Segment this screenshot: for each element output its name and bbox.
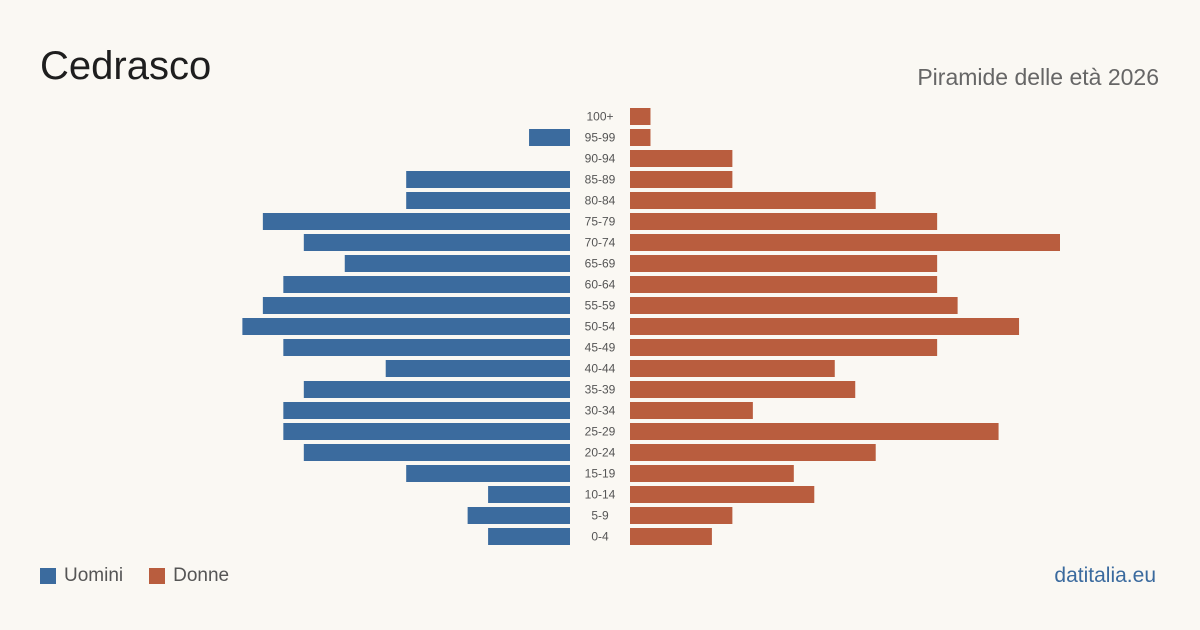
bar-men-85-89 [406, 171, 570, 188]
bar-women-50-54 [630, 318, 1020, 335]
bar-women-5-9 [630, 507, 733, 524]
bar-men-80-84 [406, 192, 570, 209]
age-label-90-94: 90-94 [585, 152, 616, 166]
bar-men-0-4 [488, 528, 570, 545]
legend-swatch-women [149, 568, 166, 584]
bar-women-40-44 [630, 360, 835, 377]
age-label-95-99: 95-99 [585, 131, 616, 145]
bar-women-25-29 [630, 423, 999, 440]
bar-women-60-64 [630, 276, 938, 293]
bar-women-70-74 [630, 234, 1060, 251]
legend-swatch-men [40, 568, 56, 584]
page-title: Cedrasco [40, 44, 212, 88]
bar-men-40-44 [385, 360, 570, 377]
bar-men-65-69 [344, 255, 570, 272]
bar-women-55-59 [630, 297, 958, 314]
age-label-45-49: 45-49 [585, 341, 616, 355]
bar-women-45-49 [630, 339, 938, 356]
bar-men-75-79 [262, 213, 570, 230]
bar-women-20-24 [630, 444, 876, 461]
bar-women-10-14 [630, 486, 815, 503]
bar-men-5-9 [467, 507, 570, 524]
bar-women-15-19 [630, 465, 794, 482]
bar-men-15-19 [406, 465, 570, 482]
age-label-40-44: 40-44 [585, 362, 616, 376]
legend-item-women: Donne [149, 565, 229, 587]
bar-women-100plus [630, 108, 651, 125]
bar-women-75-79 [630, 213, 938, 230]
age-label-10-14: 10-14 [585, 488, 616, 502]
bar-men-50-54 [242, 318, 570, 335]
age-label-25-29: 25-29 [585, 425, 616, 439]
age-label-35-39: 35-39 [585, 383, 616, 397]
age-label-55-59: 55-59 [585, 299, 616, 313]
bar-men-55-59 [262, 297, 570, 314]
bar-men-35-39 [303, 381, 570, 398]
age-label-20-24: 20-24 [585, 446, 616, 460]
bar-women-90-94 [630, 150, 733, 167]
age-label-0-4: 0-4 [591, 530, 609, 544]
bar-men-45-49 [283, 339, 570, 356]
bar-men-30-34 [283, 402, 570, 419]
bar-women-35-39 [630, 381, 856, 398]
age-label-5-9: 5-9 [591, 509, 609, 523]
age-label-70-74: 70-74 [585, 236, 616, 250]
age-label-15-19: 15-19 [585, 467, 616, 481]
legend-label-men: Uomini [64, 565, 124, 586]
age-label-30-34: 30-34 [585, 404, 616, 418]
bar-women-65-69 [630, 255, 938, 272]
bar-men-25-29 [283, 423, 570, 440]
age-label-65-69: 65-69 [585, 257, 616, 271]
bar-men-20-24 [303, 444, 570, 461]
chart-subtitle: Piramide delle età 2026 [917, 64, 1159, 90]
age-label-80-84: 80-84 [585, 194, 616, 208]
bar-women-0-4 [630, 528, 712, 545]
bar-women-30-34 [630, 402, 753, 419]
legend: Uomini Donne [40, 564, 255, 588]
age-label-100plus: 100+ [586, 110, 613, 124]
age-label-60-64: 60-64 [585, 278, 616, 292]
bar-men-70-74 [303, 234, 570, 251]
bar-men-10-14 [488, 486, 570, 503]
bar-men-95-99 [529, 129, 570, 146]
legend-label-women: Donne [173, 565, 230, 586]
bar-women-80-84 [630, 192, 876, 209]
bar-men-60-64 [283, 276, 570, 293]
legend-item-men: Uomini [40, 565, 123, 587]
source-link[interactable]: datitalia.eu [1054, 564, 1156, 587]
age-label-50-54: 50-54 [585, 320, 616, 334]
bar-women-95-99 [630, 129, 651, 146]
bar-women-85-89 [630, 171, 733, 188]
age-label-75-79: 75-79 [585, 215, 616, 229]
age-label-85-89: 85-89 [585, 173, 616, 187]
